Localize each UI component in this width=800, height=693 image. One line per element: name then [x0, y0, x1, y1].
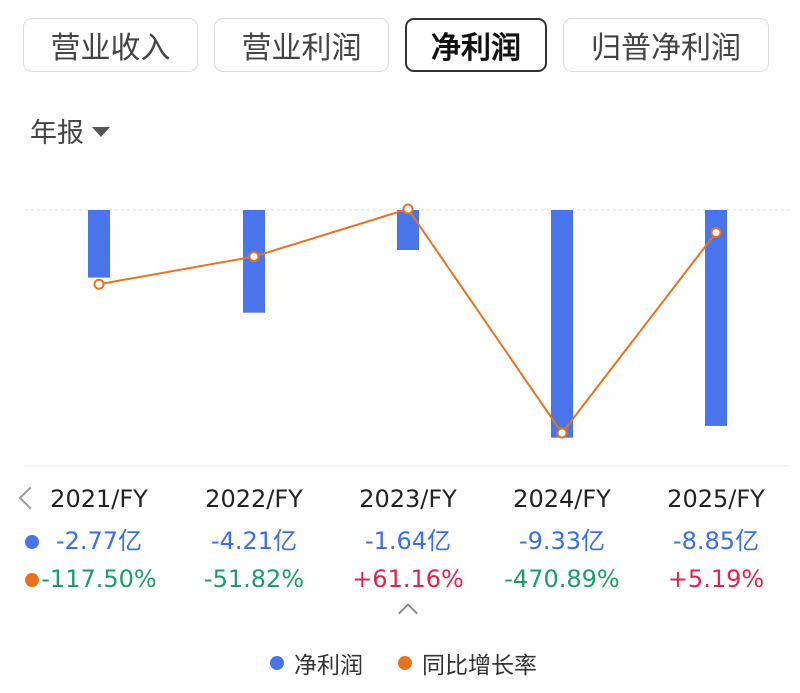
metric-tabs: 营业收入 营业利润 净利润 归普净利润	[0, 0, 800, 90]
tab-revenue[interactable]: 营业收入	[23, 18, 198, 72]
profit-bar	[88, 210, 110, 278]
profit-row: -2.77亿 -4.21亿 -1.64亿 -9.33亿 -8.85亿	[0, 523, 800, 559]
growth-point	[93, 278, 105, 290]
growth-row: -117.50% -51.82% +61.16% -470.89% +5.19%	[0, 561, 800, 597]
profit-series-dot	[25, 535, 39, 549]
growth-point	[402, 203, 414, 215]
growth-value: -51.82%	[203, 565, 305, 593]
year-label: 2021/FY	[50, 485, 148, 513]
legend-growth-label: 同比增长率	[422, 653, 537, 679]
net-profit-chart	[25, 203, 790, 467]
growth-point	[556, 427, 568, 439]
growth-series-dot	[25, 573, 39, 587]
growth-points	[93, 203, 722, 439]
chevron-up-icon[interactable]	[398, 603, 418, 623]
growth-point	[248, 251, 260, 263]
profit-bar	[705, 210, 727, 426]
year-label: 2024/FY	[513, 485, 611, 513]
legend-growth: 同比增长率	[398, 648, 537, 679]
growth-value: +5.19%	[667, 565, 765, 593]
legend-profit-dot	[270, 656, 284, 670]
caret-down-icon	[92, 126, 110, 137]
growth-value: +61.16%	[352, 565, 464, 593]
legend-growth-dot	[398, 656, 412, 670]
year-row: 2021/FY 2022/FY 2023/FY 2024/FY 2025/FY	[0, 481, 800, 517]
growth-value: -470.89%	[504, 565, 620, 593]
profit-value: -4.21亿	[210, 527, 298, 555]
profit-value: -9.33亿	[518, 527, 606, 555]
legend-profit-label: 净利润	[294, 653, 363, 679]
tab-operating-profit[interactable]: 营业利润	[214, 18, 389, 72]
period-label: 年报	[30, 117, 84, 149]
bar-series	[88, 210, 727, 438]
tab-parent-net-profit[interactable]: 归普净利润	[563, 18, 769, 72]
growth-value: -117.50%	[41, 565, 157, 593]
profit-bar	[551, 210, 573, 438]
year-label: 2022/FY	[205, 485, 303, 513]
tab-net-profit[interactable]: 净利润	[405, 18, 547, 72]
legend-profit: 净利润	[270, 648, 363, 679]
profit-value: -1.64亿	[364, 527, 452, 555]
period-selector[interactable]: 年报	[30, 110, 110, 150]
profit-bar	[397, 210, 419, 251]
year-label: 2025/FY	[667, 485, 765, 513]
profit-value: -2.77亿	[55, 527, 143, 555]
year-label: 2023/FY	[359, 485, 457, 513]
profit-value: -8.85亿	[672, 527, 760, 555]
growth-point	[710, 227, 722, 239]
